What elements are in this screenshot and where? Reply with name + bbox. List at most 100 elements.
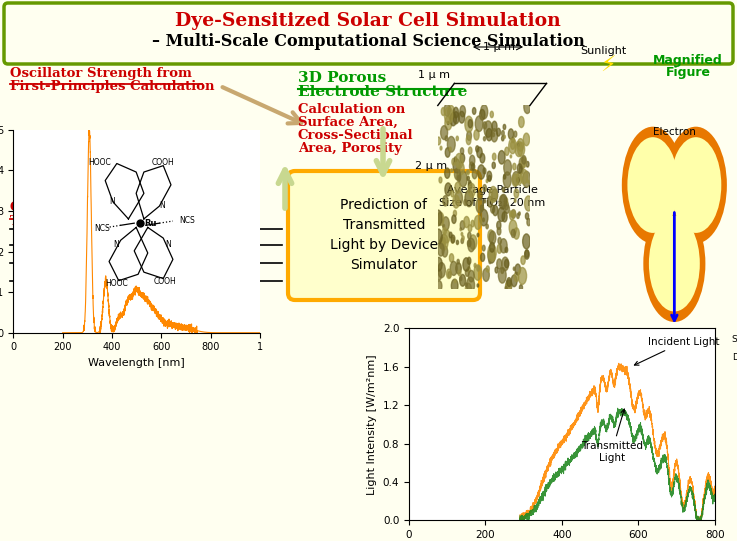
Circle shape — [492, 206, 497, 216]
Circle shape — [487, 171, 492, 181]
Circle shape — [468, 182, 472, 189]
Circle shape — [456, 136, 458, 141]
Circle shape — [622, 127, 684, 243]
Circle shape — [490, 111, 493, 117]
Circle shape — [627, 137, 678, 233]
Circle shape — [498, 150, 505, 164]
Circle shape — [461, 233, 463, 236]
Y-axis label: Light Intensity [W/m²nm]: Light Intensity [W/m²nm] — [367, 354, 377, 494]
Text: Magnified: Magnified — [653, 54, 723, 67]
Circle shape — [451, 235, 455, 243]
Circle shape — [521, 256, 525, 265]
Circle shape — [482, 206, 483, 209]
Circle shape — [467, 170, 468, 174]
Text: N: N — [165, 240, 171, 249]
Circle shape — [513, 163, 516, 170]
FancyBboxPatch shape — [288, 171, 480, 300]
Circle shape — [512, 174, 518, 186]
Circle shape — [519, 212, 520, 215]
Circle shape — [510, 212, 514, 220]
Circle shape — [465, 269, 469, 276]
Circle shape — [440, 234, 448, 250]
Circle shape — [468, 183, 475, 197]
Circle shape — [457, 173, 461, 180]
Circle shape — [460, 105, 466, 117]
Circle shape — [480, 209, 488, 226]
Circle shape — [506, 280, 511, 292]
Circle shape — [469, 147, 472, 154]
Text: Hole: Hole — [38, 268, 66, 281]
Circle shape — [474, 130, 479, 140]
Text: Carrier Mobility from: Carrier Mobility from — [10, 201, 170, 214]
Text: Surface Area,: Surface Area, — [298, 116, 398, 129]
Circle shape — [462, 236, 464, 240]
Circle shape — [437, 212, 444, 226]
Text: Transmitted
Light: Transmitted Light — [581, 409, 643, 463]
Circle shape — [514, 228, 520, 239]
Circle shape — [442, 246, 447, 257]
Circle shape — [457, 175, 461, 182]
Circle shape — [441, 237, 446, 247]
Text: NCS: NCS — [94, 224, 110, 233]
Circle shape — [517, 177, 520, 183]
Circle shape — [444, 107, 453, 123]
Circle shape — [488, 175, 491, 181]
Circle shape — [460, 274, 466, 286]
Circle shape — [455, 263, 461, 274]
Circle shape — [489, 190, 491, 193]
Circle shape — [515, 141, 523, 157]
Circle shape — [519, 167, 523, 174]
Circle shape — [453, 107, 458, 118]
Text: 2 μ m: 2 μ m — [415, 161, 447, 171]
FancyBboxPatch shape — [4, 3, 733, 64]
Circle shape — [439, 239, 444, 249]
Circle shape — [475, 146, 479, 152]
Circle shape — [458, 270, 461, 276]
Circle shape — [450, 147, 451, 151]
Circle shape — [502, 257, 509, 270]
Circle shape — [502, 136, 504, 141]
Text: Average Particle
Size of TiO₂: 20 nm: Average Particle Size of TiO₂: 20 nm — [439, 185, 545, 208]
Circle shape — [498, 237, 501, 244]
Circle shape — [465, 116, 473, 133]
Circle shape — [500, 194, 507, 207]
Text: Electron: Electron — [27, 250, 77, 263]
Circle shape — [489, 242, 495, 252]
Circle shape — [483, 268, 489, 281]
Circle shape — [439, 177, 442, 183]
Circle shape — [436, 137, 441, 145]
Circle shape — [524, 100, 531, 114]
Circle shape — [511, 209, 516, 218]
Circle shape — [649, 216, 700, 312]
Circle shape — [472, 163, 475, 170]
Circle shape — [480, 153, 485, 163]
Circle shape — [518, 143, 520, 146]
Text: 10.6: 10.6 — [178, 250, 206, 263]
Circle shape — [517, 142, 525, 156]
Circle shape — [440, 146, 442, 150]
Circle shape — [498, 268, 506, 283]
Circle shape — [472, 108, 476, 114]
Text: COOH: COOH — [154, 278, 177, 286]
Circle shape — [464, 216, 469, 228]
Circle shape — [523, 171, 531, 187]
Circle shape — [521, 157, 526, 168]
Circle shape — [447, 122, 449, 124]
Circle shape — [478, 165, 485, 179]
Circle shape — [478, 190, 483, 200]
Circle shape — [450, 232, 452, 238]
Circle shape — [488, 245, 496, 261]
Circle shape — [483, 184, 486, 192]
Circle shape — [492, 153, 496, 160]
Circle shape — [469, 162, 474, 170]
Circle shape — [517, 213, 520, 219]
Circle shape — [447, 269, 451, 279]
Text: – Multi-Scale Computational Science Simulation: – Multi-Scale Computational Science Simu… — [152, 34, 584, 50]
Circle shape — [516, 173, 522, 185]
Circle shape — [475, 215, 481, 229]
Circle shape — [511, 214, 513, 217]
Circle shape — [467, 131, 472, 141]
Text: TiO₂ Nano: TiO₂ Nano — [628, 351, 673, 360]
Circle shape — [504, 135, 506, 138]
Circle shape — [441, 108, 445, 116]
